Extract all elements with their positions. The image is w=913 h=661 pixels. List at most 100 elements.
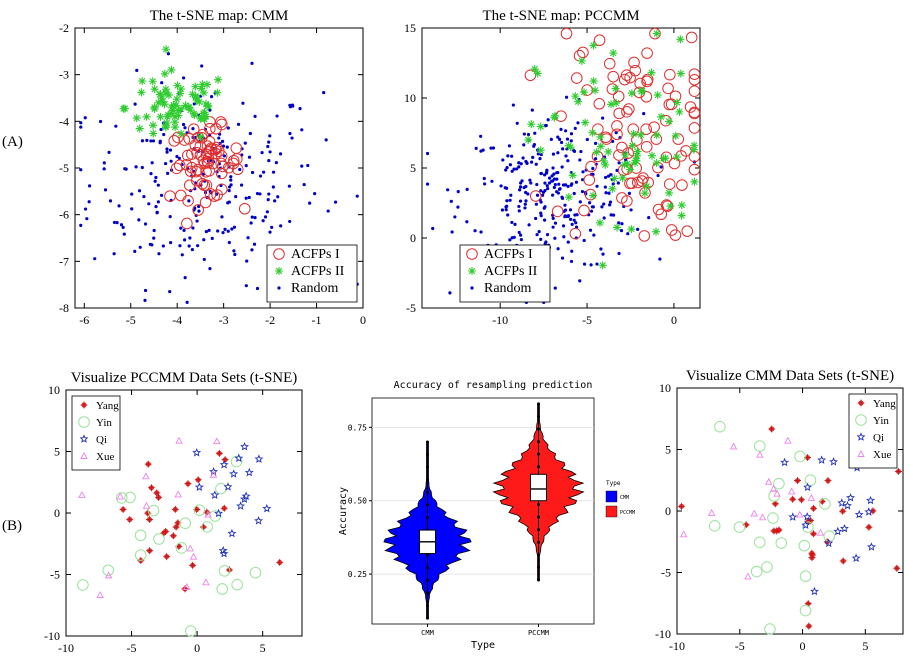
data-point (636, 227, 640, 231)
data-point (267, 159, 271, 163)
data-point (688, 68, 701, 80)
data-point-cross (189, 561, 197, 569)
data-point (570, 249, 574, 253)
data-point (616, 181, 620, 185)
data-point (186, 544, 194, 552)
data-point (624, 158, 628, 162)
data-point (203, 80, 212, 89)
data-point (672, 153, 681, 162)
data-point (181, 122, 186, 127)
y-tick-label: -5 (50, 568, 60, 582)
data-point (197, 84, 206, 93)
data-point (527, 120, 536, 129)
data-point (151, 139, 156, 143)
chart-title: Visualize PCCMM Data Sets (t-SNE) (71, 370, 298, 386)
pccmm-datasets-chart: Visualize PCCMM Data Sets (t-SNE) -10 -5 0 5… (44, 370, 303, 655)
data-point (707, 508, 716, 516)
data-point (677, 201, 686, 210)
data-point (569, 259, 574, 264)
data-point (210, 490, 220, 499)
data-point (226, 126, 230, 130)
data-point (96, 591, 104, 599)
legend-label: Qi (873, 432, 884, 444)
data-point (657, 112, 666, 121)
data-point (568, 171, 577, 180)
data-point (611, 182, 615, 186)
data-point (261, 219, 265, 223)
data-point (529, 190, 542, 202)
data-point (613, 223, 622, 232)
data-point (117, 204, 121, 208)
legend-label: Yin (873, 415, 889, 427)
data-point (560, 27, 573, 40)
data-point (578, 200, 582, 204)
data-point (191, 226, 195, 230)
data-point (603, 57, 616, 70)
data-point-cross (153, 489, 161, 497)
data-point (604, 175, 608, 180)
data-point (134, 165, 138, 169)
data-point-cross (147, 484, 155, 492)
data-point (221, 144, 226, 148)
data-point (226, 229, 230, 233)
data-point (148, 77, 157, 86)
data-point (535, 193, 540, 197)
data-point (203, 122, 216, 135)
data-point (573, 213, 577, 217)
data-point (199, 109, 208, 118)
data-point (592, 148, 601, 157)
data-point (288, 103, 292, 107)
data-point (580, 88, 589, 97)
data-point (837, 498, 847, 507)
y-tick-label: -5 (406, 301, 416, 315)
data-point (589, 263, 593, 267)
data-point (213, 88, 222, 97)
data-point (522, 132, 526, 136)
data-point (209, 467, 219, 476)
data-point (753, 536, 766, 549)
data-point (676, 179, 688, 191)
data-point (245, 259, 249, 263)
data-point (588, 128, 597, 137)
data-point (536, 152, 540, 156)
data-point (846, 493, 855, 502)
data-point (326, 209, 330, 213)
data-point (200, 115, 209, 124)
data-point (551, 166, 555, 170)
legend-marker (856, 432, 866, 441)
data-point (183, 126, 187, 130)
data-point (196, 132, 205, 141)
data-point (690, 177, 699, 186)
data-point (802, 521, 814, 533)
data-point (231, 578, 243, 591)
data-point (773, 477, 785, 490)
data-point (621, 150, 630, 159)
data-point (142, 194, 146, 199)
data-point-cross (221, 456, 229, 464)
data-point (187, 199, 191, 203)
data-point (190, 165, 202, 178)
data-point (546, 118, 550, 122)
data-point (149, 121, 158, 130)
data-point (191, 82, 200, 91)
data-point (530, 160, 534, 164)
data-point (523, 202, 527, 206)
data-point (160, 100, 169, 109)
cmm-datasets-chart: Visualize CMM Data Sets (t-SNE) -10 -5 0 5 -1… (655, 368, 904, 653)
data-point (479, 134, 483, 138)
data-point (681, 225, 694, 237)
data-point (574, 97, 583, 106)
data-point (134, 529, 147, 542)
data-point (230, 455, 243, 468)
data-point (530, 65, 539, 74)
data-point (504, 208, 508, 212)
data-point (816, 528, 825, 536)
chart-title: Accuracy of resampling prediction (394, 380, 593, 391)
data-point (192, 96, 201, 105)
data-point (638, 230, 651, 242)
data-point (159, 193, 164, 197)
data-point (615, 168, 619, 172)
data-point (163, 112, 172, 121)
data-point (626, 232, 630, 236)
data-point (564, 95, 569, 99)
